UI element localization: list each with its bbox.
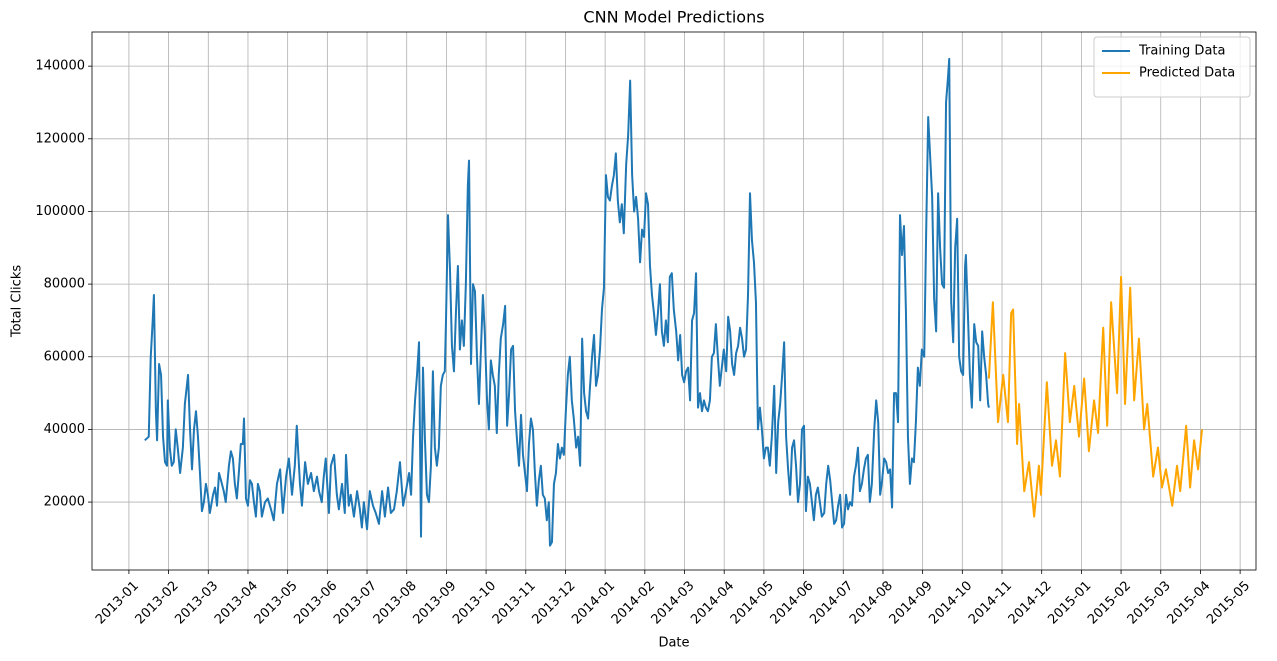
legend-label: Training Data	[1138, 44, 1225, 59]
y-tick-label: 80000	[44, 277, 85, 292]
legend-label: Predicted Data	[1139, 66, 1235, 81]
y-tick-label: 140000	[35, 59, 85, 74]
y-tick-label: 20000	[44, 495, 85, 510]
y-tick-label: 100000	[35, 204, 85, 219]
plot-area	[144, 57, 1204, 547]
chart-title: CNN Model Predictions	[583, 8, 764, 27]
y-tick-label: 60000	[44, 349, 85, 364]
y-axis-label: Total Clicks	[10, 265, 25, 338]
y-tick-label: 40000	[44, 422, 85, 437]
data-line	[144, 57, 990, 547]
x-axis-label: Date	[658, 636, 689, 651]
y-tick-label: 120000	[35, 131, 85, 146]
data-line	[987, 275, 1204, 518]
axes-frame	[91, 31, 1257, 571]
legend: Training Data Predicted Data	[1093, 36, 1251, 98]
legend-box	[1093, 36, 1251, 98]
grid	[92, 32, 1256, 570]
